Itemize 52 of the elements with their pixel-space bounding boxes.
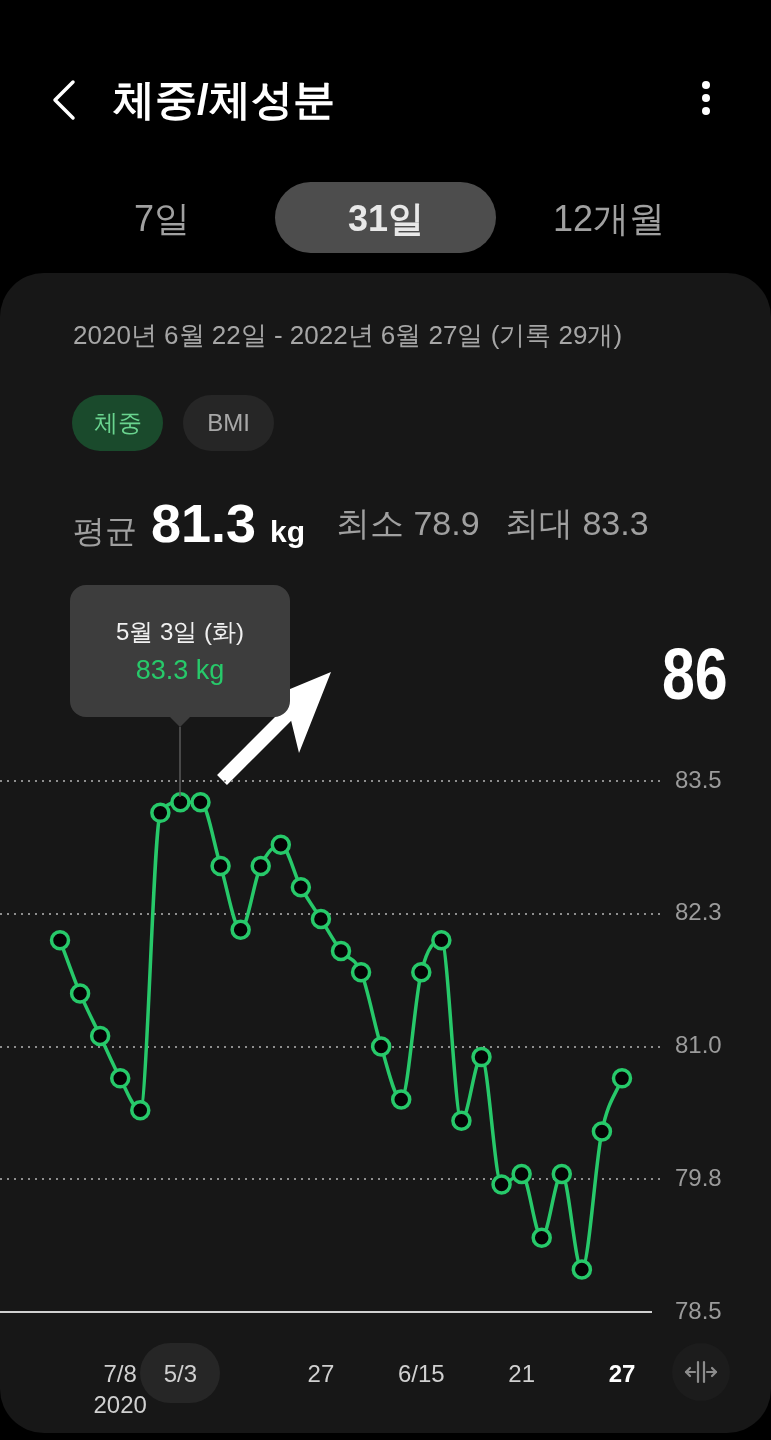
point <box>69 983 91 1004</box>
text: 7일 <box>133 197 191 241</box>
text: 31일 <box>347 197 425 241</box>
x-tick-label: 7/8 2020 <box>93 1360 147 1419</box>
point <box>551 1163 573 1185</box>
point <box>130 1099 151 1121</box>
point <box>591 1121 613 1142</box>
point <box>511 1163 532 1185</box>
point <box>290 876 312 898</box>
x-tick-label: 27 <box>307 1360 335 1388</box>
point <box>431 930 452 951</box>
text: 12개월 <box>552 197 666 241</box>
point <box>491 1174 512 1195</box>
point <box>250 855 271 877</box>
x-tick-label: 5/3 <box>163 1360 198 1388</box>
x-tick-label: 21 <box>508 1360 535 1388</box>
point <box>230 919 251 940</box>
text: 최대 83.3 <box>505 504 649 542</box>
point <box>411 961 432 983</box>
point <box>190 791 211 813</box>
point <box>170 791 191 813</box>
point <box>451 1110 472 1132</box>
point <box>370 1036 392 1057</box>
point <box>471 1046 492 1068</box>
chart-subtitle: 2020년 6월 22일 - 2022년 6월 27일 (기록 29개) <box>73 320 623 352</box>
y-tick-label: 82.3 <box>675 898 722 926</box>
point <box>310 908 332 930</box>
point <box>611 1068 633 1089</box>
point <box>109 1068 131 1089</box>
point <box>270 834 292 855</box>
point <box>49 930 71 951</box>
point <box>210 855 231 877</box>
y-tick-label: 79.8 <box>675 1163 722 1191</box>
y-tick-label: 83.5 <box>675 765 722 793</box>
point <box>390 1089 412 1110</box>
text: 86 <box>662 634 728 714</box>
point <box>150 802 171 824</box>
point <box>89 1025 111 1047</box>
text: 5월 3일 (화) 83.3 kg <box>115 617 245 687</box>
x-tick-label: 6/15 <box>397 1360 445 1388</box>
point <box>571 1259 593 1280</box>
y-tick-label: 81.0 <box>675 1031 722 1059</box>
point <box>350 961 372 983</box>
point <box>531 1227 552 1248</box>
point <box>330 940 352 962</box>
chart-title: 체중/체성분 <box>113 74 335 125</box>
x-tick-label: 27 <box>608 1360 636 1388</box>
text: 최소 78.9 <box>336 504 480 542</box>
text: BMI <box>207 408 250 438</box>
text: 평균 81.3 kg <box>73 493 306 553</box>
text: 체중 <box>93 408 142 438</box>
y-tick-label: 78.5 <box>675 1296 722 1324</box>
